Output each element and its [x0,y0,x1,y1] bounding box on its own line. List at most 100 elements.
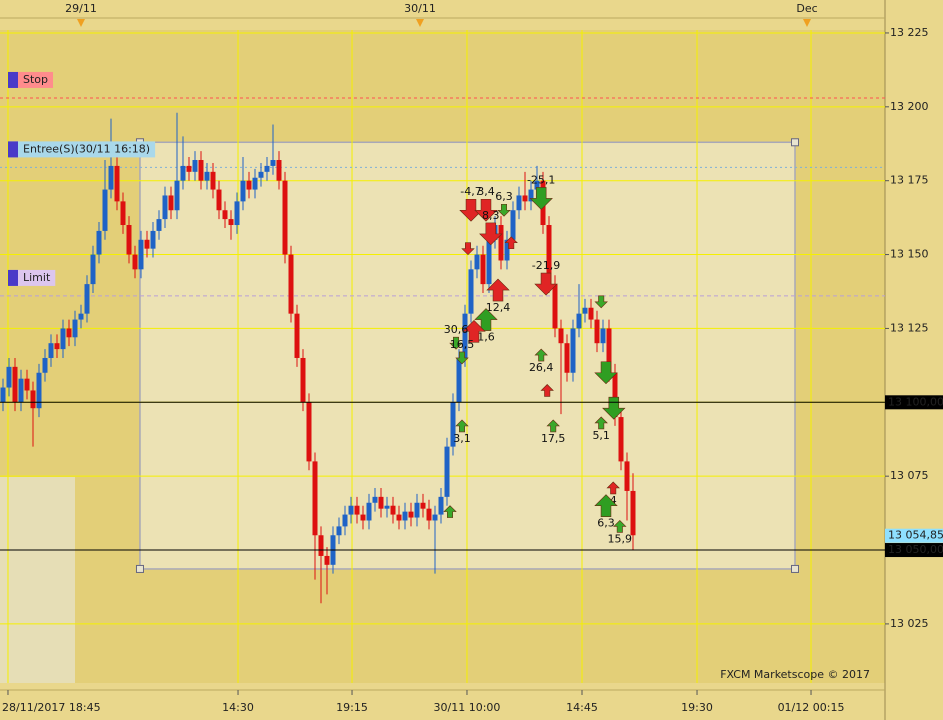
candle-body [168,195,174,211]
price-tag: 13 100,00 [888,395,943,408]
candle-body [486,239,492,285]
signal-label: 17,5 [541,432,566,445]
box-handle [791,138,799,147]
x-tick-label: 14:45 [566,701,598,714]
signal-arrow [479,222,503,246]
candle-body [282,180,288,255]
current-price-tag-bg [885,528,943,543]
box-handle [791,564,799,573]
candle-body [474,254,480,270]
level-tag: Limit [8,269,56,286]
signal-arrow [474,308,498,331]
candle-body [42,357,48,373]
signal-arrow [462,319,486,343]
candle-body [384,505,390,509]
top-marker-label: 29/11 [65,2,97,15]
candle-body [414,502,420,518]
candle-body [378,496,384,509]
signal-label: 6,3 [597,517,615,530]
top-marker-label: 30/11 [404,2,436,15]
signal-label: 5,1 [592,429,610,442]
signal-arrow [613,519,627,533]
signal-arrow [546,419,560,433]
signal-arrow [449,336,463,350]
price-tag-bg [885,395,943,410]
signal-label: 1,6 [477,331,495,344]
candle-body [66,328,72,338]
candle-body [600,328,606,344]
candle-body [510,210,516,240]
signal-label: 12,4 [486,301,511,314]
top-marker [77,19,85,27]
signal-label: -25,1 [527,173,555,186]
candle-body [258,171,264,178]
signal-label: 15,9 [608,532,633,545]
candle-body [420,502,426,509]
candle-body [228,219,234,226]
level-tag-bg [8,269,56,286]
top-marker [803,19,811,27]
candle-body [78,313,84,320]
x-tick-label: 28/11/2017 18:45 [2,701,101,714]
candle-body [246,180,252,190]
candle-body [102,189,108,231]
candle-body [516,195,522,211]
signal-arrow [594,494,618,518]
candle-body [156,219,162,231]
candle-body [576,313,582,329]
signal-arrow [455,419,469,433]
y-tick-label: 13 125 [890,321,929,334]
candle-body [360,514,366,521]
signal-arrow [497,203,511,217]
level-tag: Entree(S)(30/11 16:18) [8,141,156,158]
signal-arrow [443,505,457,518]
candle-body [612,372,618,418]
candle-body [522,195,528,202]
candle-body [162,195,168,220]
price-tag: 13 050,00 [888,543,943,556]
signal-label: 16,5 [450,338,475,351]
signal-label: 6,3 [495,190,513,203]
candle-body [192,160,198,172]
candle-body [150,230,156,249]
candle-body [396,514,402,521]
candle-body [18,378,24,403]
candle-body [354,505,360,515]
candle-body [294,313,300,358]
candle-body [372,496,378,503]
candle-body [630,490,636,536]
candle-body [96,230,102,255]
candle-body [114,165,120,202]
y-tick-label: 13 150 [890,248,929,261]
x-tick-label: 14:30 [222,701,254,714]
candle-body [300,357,306,403]
signal-arrow [540,384,554,397]
signal-arrow [486,278,510,302]
candle-body [60,328,66,350]
level-tag-bg [8,141,156,158]
candle-body [402,511,408,521]
candle-body [138,239,144,270]
candle-body [306,402,312,462]
signal-arrow [594,295,608,309]
candle-body [498,225,504,261]
level-label: Stop [23,73,48,86]
candle-body [222,210,228,220]
level-label: Limit [23,271,51,284]
candle-body [126,225,132,255]
candle-body [564,343,570,373]
candle-body [468,269,474,314]
candle-body [234,201,240,226]
x-tick-label: 30/11 10:00 [434,701,501,714]
signal-arrow [594,361,618,385]
signal-arrow [602,396,626,420]
y-tick-label: 13 200 [890,100,929,113]
candle-body [270,160,276,166]
signal-label: 3,1 [453,432,471,445]
candle-body [120,201,126,226]
signal-arrow [594,416,608,430]
level-tag-mark [8,141,18,158]
candle-body [432,514,438,521]
